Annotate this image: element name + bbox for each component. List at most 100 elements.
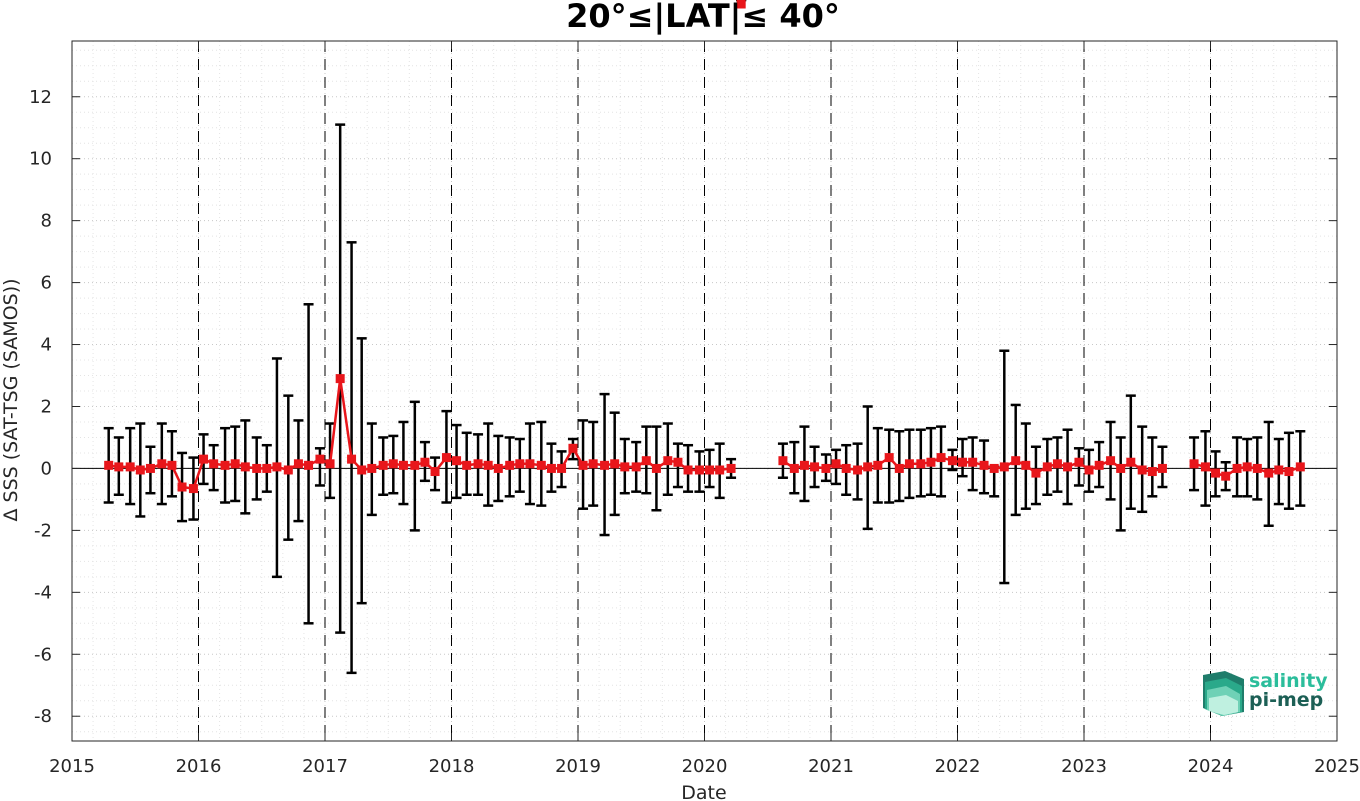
data-point [894,463,904,473]
data-point [1021,460,1031,470]
data-point [546,463,556,473]
data-point [926,457,936,467]
x-tick-label: 2017 [302,756,348,777]
data-point [240,462,250,472]
x-tick-label: 2016 [176,756,222,777]
data-point [631,462,641,472]
data-point [410,460,420,470]
data-point [1284,467,1294,477]
data-point [1074,457,1084,467]
data-point [388,459,398,469]
data-point [979,460,989,470]
x-tick-label: 2019 [555,756,601,777]
y-tick-label: 8 [41,211,52,232]
data-point [683,465,693,475]
x-axis-label: Date [681,782,726,801]
data-point [694,465,704,475]
y-tick-label: -4 [34,582,52,603]
data-point [325,459,335,469]
data-point [916,459,926,469]
data-point [398,460,408,470]
data-point [125,462,135,472]
x-tick-label: 2024 [1188,756,1234,777]
x-tick-label: 2018 [429,756,475,777]
data-point [1106,456,1116,466]
y-axis-label: Δ SSS (SAT-TSG (SAMOS)) [0,278,22,521]
data-point [1137,465,1147,475]
data-point [252,463,262,473]
data-point [335,374,345,384]
data-point [145,463,155,473]
data-point [1274,465,1284,475]
data-point [884,453,894,463]
data-point [1147,467,1157,477]
data-point [1252,463,1262,473]
data-point [167,460,177,470]
data-point [1031,468,1041,478]
data-point [778,456,788,466]
data-point [493,463,503,473]
data-point [378,460,388,470]
data-point [1264,468,1274,478]
data-point [841,463,851,473]
data-point [620,462,630,472]
data-point [347,454,357,464]
data-point [1052,459,1062,469]
data-point [1221,471,1231,481]
y-tick-label: 10 [29,149,52,170]
data-point [515,459,525,469]
y-tick-label: -2 [34,520,52,541]
data-point [209,459,219,469]
data-point [304,460,314,470]
y-tick-label: 0 [41,458,52,479]
data-point [441,453,451,463]
data-point [462,460,472,470]
data-point [1084,465,1094,475]
data-point [199,454,209,464]
data-point [904,459,914,469]
data-point [525,459,535,469]
data-point [114,462,124,472]
x-axis-ticks: 2015 2016 2017 2018 2019 2020 2021 2022 2023 2024… [49,41,1360,777]
data-point [863,462,873,472]
x-tick-label: 2015 [49,756,95,777]
data-point [536,460,546,470]
y-tick-label: 4 [41,335,52,356]
data-point [430,467,440,477]
data-point [610,459,620,469]
data-point [1211,468,1221,478]
data-point [958,457,968,467]
data-point [578,460,588,470]
data-point [177,482,187,492]
data-point [188,484,198,494]
data-point [873,460,883,470]
data-point [1295,462,1305,472]
data-point [736,0,746,9]
data-point [1200,462,1210,472]
logo-text-salinity: salinity [1249,670,1328,692]
series-markers [104,0,1305,494]
data-point [1116,463,1126,473]
data-point [483,460,493,470]
data-point [663,456,673,466]
data-point [810,462,820,472]
data-point [989,463,999,473]
data-point [283,465,293,475]
y-axis-ticks: -8 -6 -4 -2 0 2 4 6 8 10 12 [29,87,1337,727]
x-tick-label: 2020 [682,756,728,777]
data-point [673,457,683,467]
data-point [357,465,367,475]
x-tick-label: 2023 [1061,756,1107,777]
data-point [789,463,799,473]
data-point [799,460,809,470]
data-point [557,463,567,473]
logo-wave-icon [1203,671,1244,716]
data-point [1242,462,1252,472]
data-point [726,463,736,473]
data-point [367,463,377,473]
data-point [272,462,282,472]
data-point [947,456,957,466]
y-tick-label: 12 [29,87,52,108]
data-point [705,465,715,475]
x-tick-label: 2021 [808,756,854,777]
